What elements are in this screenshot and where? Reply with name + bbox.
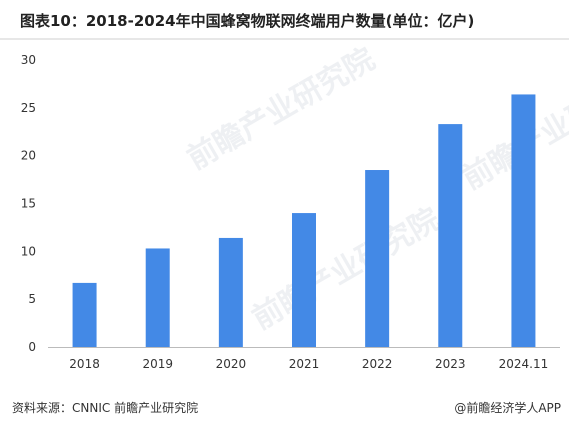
y-tick-label: 15	[21, 197, 36, 211]
bar-2022	[365, 170, 390, 347]
y-tick-label: 25	[21, 101, 36, 115]
y-axis: 0 5 10 15 20 25 30	[21, 53, 36, 354]
bars-group	[72, 94, 536, 347]
x-axis: 2018 2019 2020 2021 2022 2023 2024.11	[69, 357, 548, 371]
credit-note: @前瞻经济学人APP	[454, 401, 561, 415]
x-tick-label: 2018	[69, 357, 100, 371]
y-tick-label: 20	[21, 149, 36, 163]
bar-2018	[72, 282, 97, 347]
bar-2021	[292, 213, 316, 347]
chart-title: 图表10：2018-2024年中国蜂窝物联网终端用户数量(单位：亿户)	[20, 12, 475, 30]
bar-2019	[145, 248, 170, 347]
x-tick-label: 2023	[435, 357, 466, 371]
watermark-text: 前瞻产业研究院	[247, 202, 446, 337]
bar-2020	[218, 237, 243, 347]
y-tick-label: 5	[28, 292, 36, 306]
source-note: 资料来源：CNNIC 前瞻产业研究院	[12, 401, 199, 415]
y-tick-label: 10	[21, 244, 36, 258]
x-tick-label: 2022	[362, 357, 393, 371]
y-tick-label: 30	[21, 53, 36, 67]
watermark-text: 前瞻产业研究院	[182, 42, 381, 177]
bar-2023	[438, 124, 463, 347]
x-tick-label: 2020	[216, 357, 247, 371]
x-tick-label: 2024.11	[499, 357, 549, 371]
bar-2024.11	[511, 94, 536, 347]
y-tick-label: 0	[28, 340, 36, 354]
title-divider	[0, 38, 569, 40]
x-tick-label: 2021	[289, 357, 320, 371]
x-tick-label: 2019	[142, 357, 173, 371]
